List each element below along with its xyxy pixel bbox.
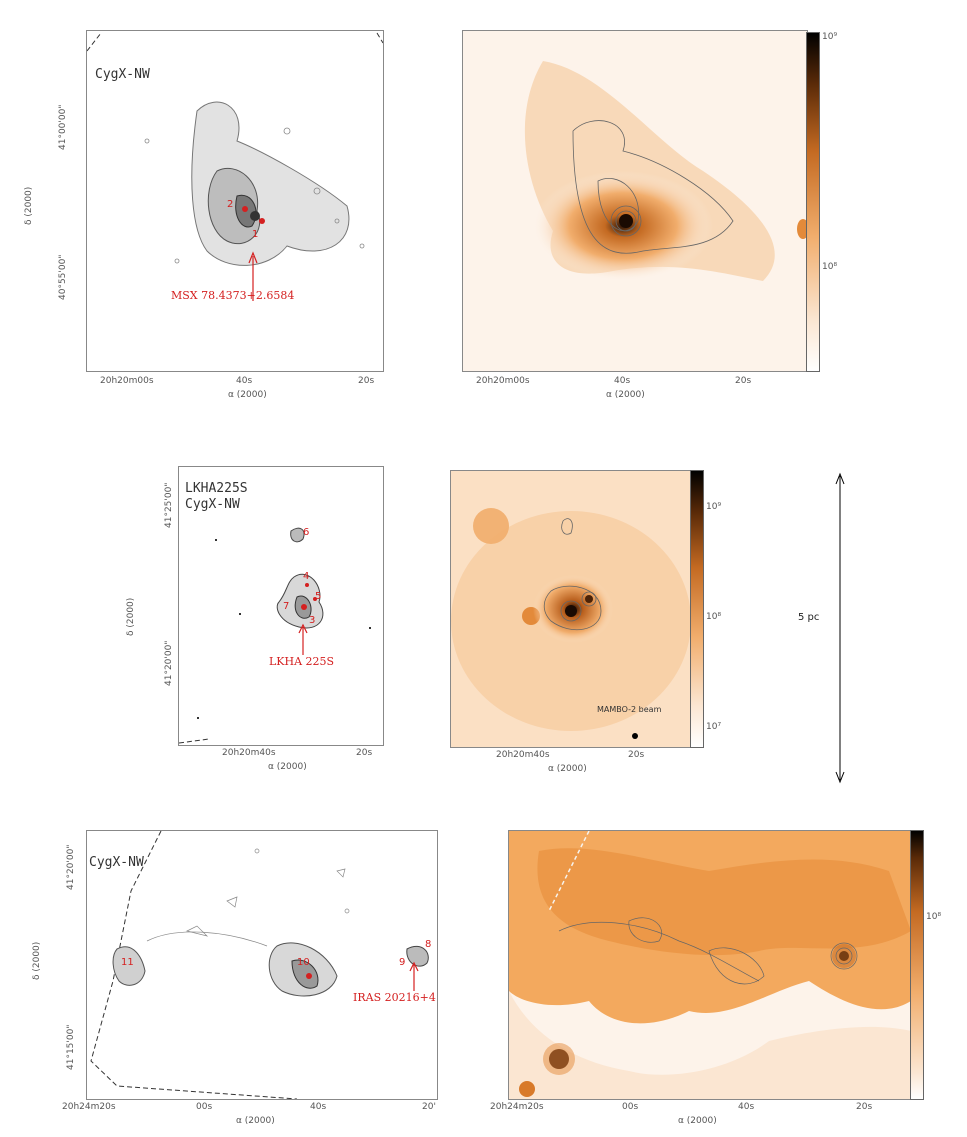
source-label: MSX 78.4373+2.6584 <box>171 289 295 302</box>
colorbar <box>806 32 820 372</box>
clump-number: 9 <box>399 957 406 968</box>
ra-tick: 00s <box>622 1102 639 1112</box>
ra-axis-label: α (2000) <box>268 762 307 772</box>
clump-number: 10 <box>297 957 310 968</box>
ra-axis-label: α (2000) <box>678 1116 717 1126</box>
clump-number: 7 <box>283 601 290 612</box>
ra-tick: 20s <box>358 376 375 386</box>
clump-number: 2 <box>227 199 234 210</box>
colorbar-tick: 10⁸ <box>706 612 722 622</box>
ra-tick: 20h20m00s <box>476 376 530 386</box>
dec-tick: 41°20'00" <box>164 640 174 686</box>
ra-axis-label: α (2000) <box>228 390 267 400</box>
clump-number: 4 <box>303 571 310 582</box>
ra-tick: 40s <box>310 1102 327 1112</box>
dec-tick: 40°55'00" <box>58 254 68 300</box>
dec-tick: 41°15'00" <box>66 1024 76 1070</box>
bottom-left-map: CygX-NW 11 10 8 9 IRAS 20216+4 <box>86 830 438 1100</box>
top-right-map <box>462 30 808 372</box>
clump-number: 5 <box>315 591 322 602</box>
colorbar-tick: 10⁹ <box>706 502 722 512</box>
mid-right-image <box>451 508 691 739</box>
source-label: IRAS 20216+4 <box>353 991 436 1004</box>
bottom-right-image <box>509 831 911 1099</box>
ra-tick: 20h20m00s <box>100 376 154 386</box>
colorbar-tick: 10⁷ <box>706 722 722 732</box>
clump-number: 3 <box>309 615 316 626</box>
mid-left-map: LKHA225S CygX-NW 6 4 5 7 3 LKHA 225S <box>178 466 384 746</box>
ra-tick: 00s <box>196 1102 213 1112</box>
clump-number: 11 <box>121 957 134 968</box>
bottom-right-map <box>508 830 912 1100</box>
top-left-map: CygX-NW 2 1 MSX 78.4373+2.6584 <box>86 30 384 372</box>
ra-tick: 20s <box>856 1102 873 1112</box>
colorbar <box>690 470 704 748</box>
ra-axis-label: α (2000) <box>236 1116 275 1126</box>
mid-right-map: MAMBO-2 beam <box>450 470 692 748</box>
top-right-image <box>524 61 807 281</box>
ra-axis-label: α (2000) <box>548 764 587 774</box>
bottom-left-contours <box>90 831 429 1099</box>
panel-title: CygX-NW <box>89 855 144 870</box>
dec-tick: 41°00'00" <box>58 104 68 150</box>
ra-tick: 20h20m40s <box>496 750 550 760</box>
ra-tick: 20s <box>628 750 645 760</box>
clump-number: 8 <box>425 939 432 950</box>
dec-tick: 41°25'00" <box>164 482 174 528</box>
colorbar-tick: 10⁹ <box>822 32 838 42</box>
colorbar <box>910 830 924 1100</box>
dec-tick: 41°20'00" <box>66 844 76 890</box>
mid-left-contours <box>179 527 371 744</box>
panel-title: LKHA225S <box>185 481 248 496</box>
clump-number: 1 <box>252 229 259 240</box>
scale-label: 5 pc <box>798 612 820 623</box>
ra-tick: 20h24m20s <box>490 1102 544 1112</box>
dec-axis-label: δ (2000) <box>126 597 136 636</box>
colorbar-tick: 10⁸ <box>822 262 838 272</box>
ra-tick: 40s <box>738 1102 755 1112</box>
ra-tick: 20s <box>356 748 373 758</box>
colorbar-tick: 10⁸ <box>926 912 942 922</box>
clump-number: 6 <box>303 527 310 538</box>
beam-label: MAMBO-2 beam <box>597 705 662 714</box>
ra-axis-label: α (2000) <box>606 390 645 400</box>
dec-axis-label: δ (2000) <box>32 941 42 980</box>
top-left-contours <box>87 32 383 301</box>
ra-tick: 40s <box>236 376 253 386</box>
ra-tick: 20h20m40s <box>222 748 276 758</box>
source-label: LKHA 225S <box>269 655 335 668</box>
ra-tick: 20s <box>735 376 752 386</box>
dec-axis-label: δ (2000) <box>24 186 34 225</box>
ra-tick: 20h24m20s <box>62 1102 116 1112</box>
panel-subtitle: CygX-NW <box>185 497 240 512</box>
ra-tick: 40s <box>614 376 631 386</box>
panel-title: CygX-NW <box>95 67 150 82</box>
ra-tick: 20' <box>422 1102 436 1112</box>
